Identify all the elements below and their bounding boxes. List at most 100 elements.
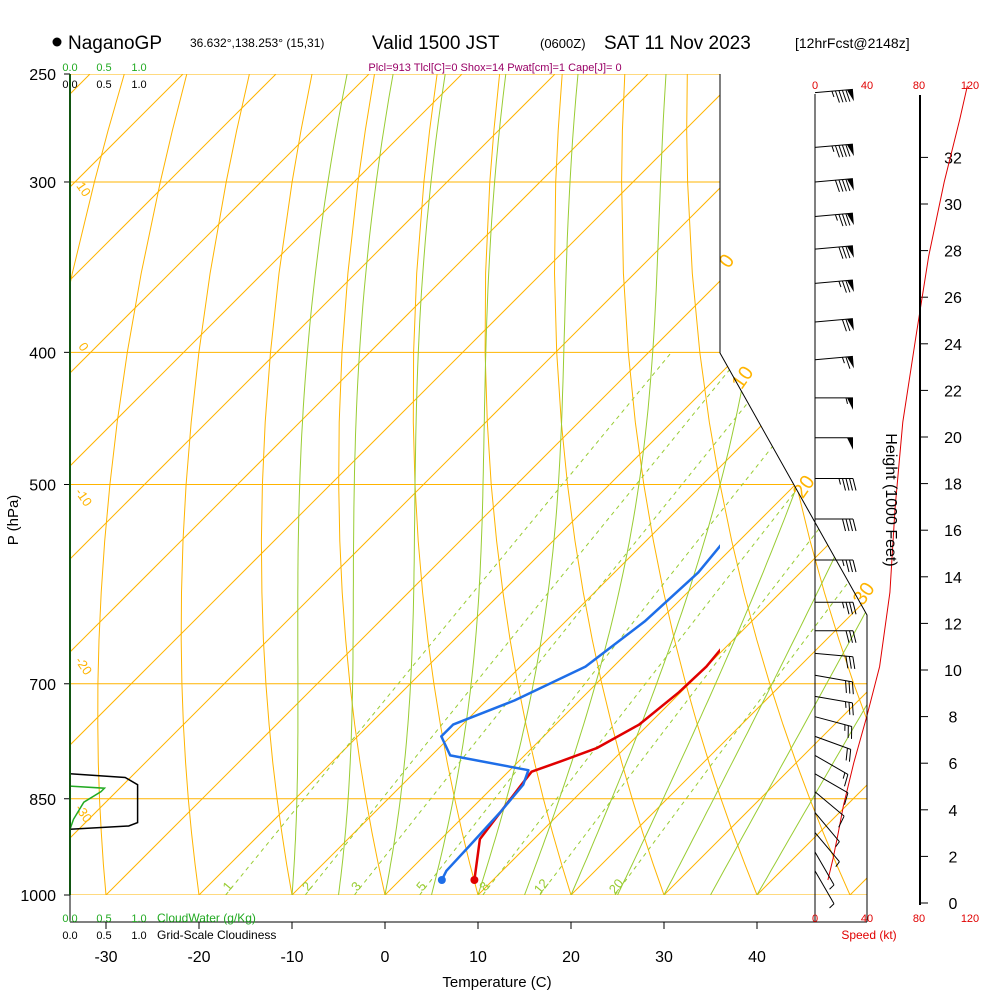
height-tick-label: 8 [949, 710, 958, 727]
height-tick-label: 28 [944, 244, 962, 261]
station-dot-icon [52, 37, 62, 47]
surface-temperature-dot [470, 876, 479, 885]
mixing-ratio-label: 8 [476, 879, 492, 894]
wind-barb [814, 212, 854, 227]
speed-top-tick: 80 [913, 80, 925, 92]
bottom-cloudwater-tick: 0.5 [96, 913, 111, 925]
dry-adiabat [484, 74, 572, 895]
isotherm-line [70, 74, 556, 895]
temp-tick-label: 10 [469, 949, 487, 966]
pressure-tick-label: 250 [29, 67, 56, 84]
height-tick-label: 6 [949, 756, 958, 773]
cloudwater-profile [69, 785, 107, 830]
wind-barb [814, 832, 840, 868]
pressure-tick-label: 400 [29, 345, 56, 362]
dry-adiabat [412, 74, 479, 895]
height-tick-label: 30 [944, 197, 962, 214]
bottom-cloudiness-tick: 0.0 [62, 930, 77, 942]
dry-adiabat [553, 74, 665, 895]
wind-barb [814, 735, 852, 762]
height-tick-label: 0 [949, 896, 958, 913]
pressure-tick-label: 700 [29, 677, 56, 694]
forecast-info: [12hrFcst@2148z] [795, 35, 910, 51]
isotherm-label: 10 [73, 179, 94, 199]
wind-barb [815, 559, 857, 573]
speed-axis-label: Speed (kt) [841, 928, 896, 942]
isotherm-label: -10 [72, 485, 95, 509]
moist-adiabat [431, 74, 507, 895]
mixing-ratio-line [354, 351, 789, 895]
dewpoint-profile [440, 544, 720, 881]
height-tick-label: 18 [944, 477, 962, 494]
temp-tick-label: -10 [280, 949, 303, 966]
height-tick-label: 32 [944, 150, 962, 167]
isotherm-line [70, 74, 463, 895]
top-cloudwater-tick: 0.0 [62, 62, 77, 74]
isotherm-line [70, 74, 649, 895]
cloudwater-label: CloudWater (g/Kg) [157, 911, 256, 925]
isotherm-line [198, 74, 867, 895]
top-cloudiness-tick: 1.0 [131, 79, 146, 91]
dry-adiabat [70, 74, 125, 895]
wind-barb [814, 695, 854, 716]
height-tick-label: 26 [944, 290, 962, 307]
bottom-cloudwater-tick: 0.0 [62, 913, 77, 925]
wind-barb [814, 773, 849, 805]
speed-bottom-tick: 0 [812, 913, 818, 925]
valid-date: SAT 11 Nov 2023 [604, 33, 751, 54]
pressure-tick-label: 300 [29, 175, 56, 192]
wind-barb [814, 355, 854, 369]
dry-adiabat [97, 74, 188, 895]
wind-barb [814, 652, 856, 669]
dry-adiabat [686, 74, 851, 895]
top-cloudwater-tick: 0.5 [96, 62, 111, 74]
temp-tick-label: -20 [187, 949, 210, 966]
wind-barb [815, 630, 857, 643]
speed-bottom-tick: 120 [961, 913, 979, 925]
side-temp-label: 0 [715, 250, 739, 272]
thermo-grid [70, 74, 867, 895]
height-tick-label: 24 [944, 337, 962, 354]
station-coords: 36.632°,138.253° (15,31) [190, 36, 324, 50]
stability-params: Plcl=913 Tlcl[C]=0 Shox=14 Pwat[cm]=1 Ca… [368, 62, 621, 74]
height-axis-title: Height (1000 Feet) [882, 433, 899, 566]
temp-tick-label: -30 [94, 949, 117, 966]
moist-adiabat [384, 74, 446, 895]
dry-adiabat [260, 74, 313, 895]
pressure-tick-label: 1000 [20, 888, 56, 905]
wind-barb [815, 601, 857, 615]
temp-tick-label: 0 [381, 949, 390, 966]
mixing-ratio-line [419, 351, 848, 895]
height-tick-label: 4 [949, 803, 958, 820]
side-temp-label: 10 [728, 362, 759, 393]
isotherm-line [663, 74, 867, 895]
mixing-ratio-line [482, 351, 867, 895]
temp-tick-label: 20 [562, 949, 580, 966]
speed-top-tick: 120 [961, 80, 979, 92]
mixing-ratio-label: 20 [606, 876, 627, 897]
bottom-cloudwater-tick: 1.0 [131, 913, 146, 925]
moist-adiabat [756, 74, 867, 895]
surface-dewpoint-dot [437, 876, 446, 885]
moist-adiabat [338, 74, 394, 895]
wind-barb [815, 397, 853, 410]
moist-adiabat [710, 74, 867, 895]
wind-barb [814, 716, 853, 739]
wind-barb [814, 851, 835, 890]
valid-time: Valid 1500 JST [372, 33, 500, 54]
wind-barb [814, 870, 835, 909]
wind-barb [815, 478, 857, 491]
wind-barb [814, 674, 854, 695]
bottom-cloudiness-tick: 0.5 [96, 930, 111, 942]
temp-tick-label: 30 [655, 949, 673, 966]
top-cloudwater-tick: 1.0 [131, 62, 146, 74]
wind-barb [814, 754, 849, 787]
height-tick-label: 2 [949, 849, 958, 866]
wind-barb [814, 812, 840, 847]
height-tick-label: 12 [944, 616, 962, 633]
wind-barb [814, 245, 854, 259]
isotherm-line [70, 74, 742, 895]
bottom-cloudiness-tick: 1.0 [131, 930, 146, 942]
wind-barb [814, 88, 854, 103]
wind-barb [814, 791, 845, 828]
